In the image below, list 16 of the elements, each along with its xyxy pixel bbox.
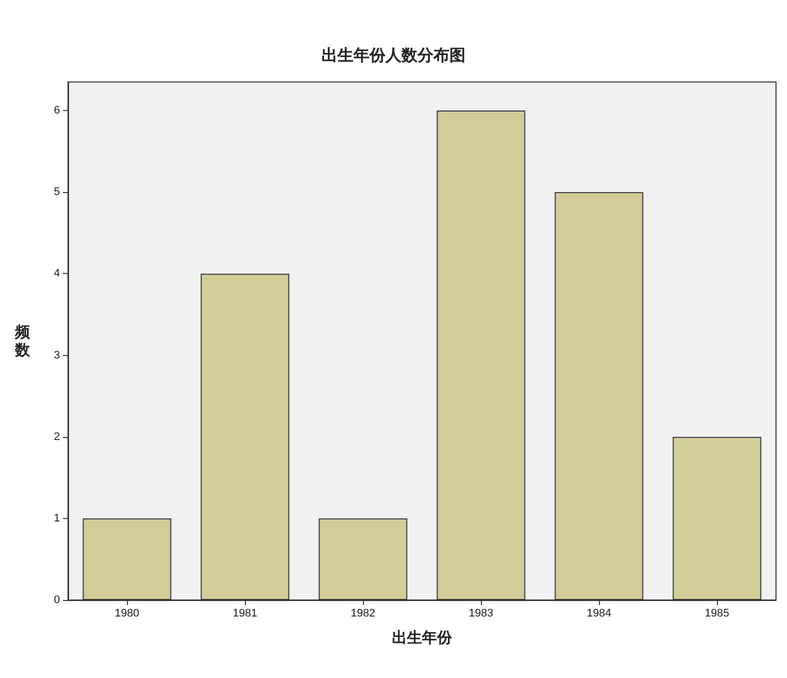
- chart-title: 出生年份人数分布图: [322, 46, 466, 64]
- y-tick-label: 6: [54, 104, 60, 117]
- x-tick-label: 1981: [232, 608, 258, 620]
- x-tick-label: 1980: [114, 608, 140, 620]
- x-tick-label: 1982: [350, 608, 376, 620]
- y-tick-label: 0: [54, 594, 60, 606]
- y-tick-label: 2: [54, 430, 60, 443]
- x-tick-label: 1985: [704, 608, 730, 620]
- y-tick-label: 3: [54, 349, 60, 362]
- y-tick-label: 5: [54, 186, 60, 198]
- y-tick-label: 1: [54, 512, 60, 524]
- y-tick-label: 4: [54, 268, 60, 280]
- y-axis-title: 频数: [14, 323, 31, 359]
- x-axis-title: 出生年份: [392, 628, 453, 646]
- x-tick-label: 1984: [586, 608, 612, 620]
- x-tick-label: 1983: [468, 608, 494, 620]
